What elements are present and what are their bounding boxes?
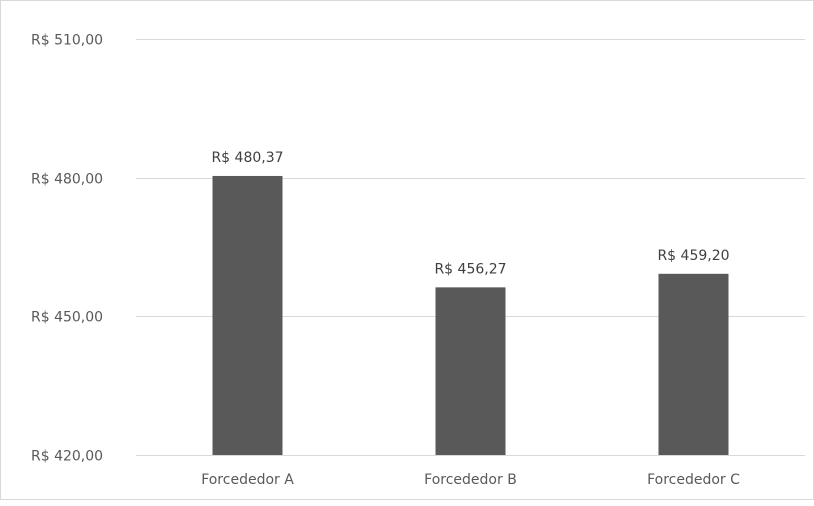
data-label: R$ 456,27 xyxy=(434,261,506,277)
x-category-label: Forcededor A xyxy=(201,472,294,488)
labels: R$ 420,00 R$ 450,00 R$ 480,00 R$ 510,00 R$ 4… xyxy=(31,33,740,489)
x-category-label: Forcededor C xyxy=(647,472,740,488)
bar xyxy=(435,287,506,455)
y-tick-label: R$ 450,00 xyxy=(31,310,103,326)
y-tick-label: R$ 420,00 xyxy=(31,449,103,465)
y-tick-label: R$ 480,00 xyxy=(31,172,103,188)
x-category-label: Forcededor B xyxy=(424,472,517,488)
y-tick-label: R$ 510,00 xyxy=(31,33,103,49)
bar xyxy=(212,175,283,455)
bars xyxy=(212,175,729,455)
data-label: R$ 480,37 xyxy=(211,150,283,166)
data-label: R$ 459,20 xyxy=(657,248,729,264)
bar xyxy=(658,273,729,455)
